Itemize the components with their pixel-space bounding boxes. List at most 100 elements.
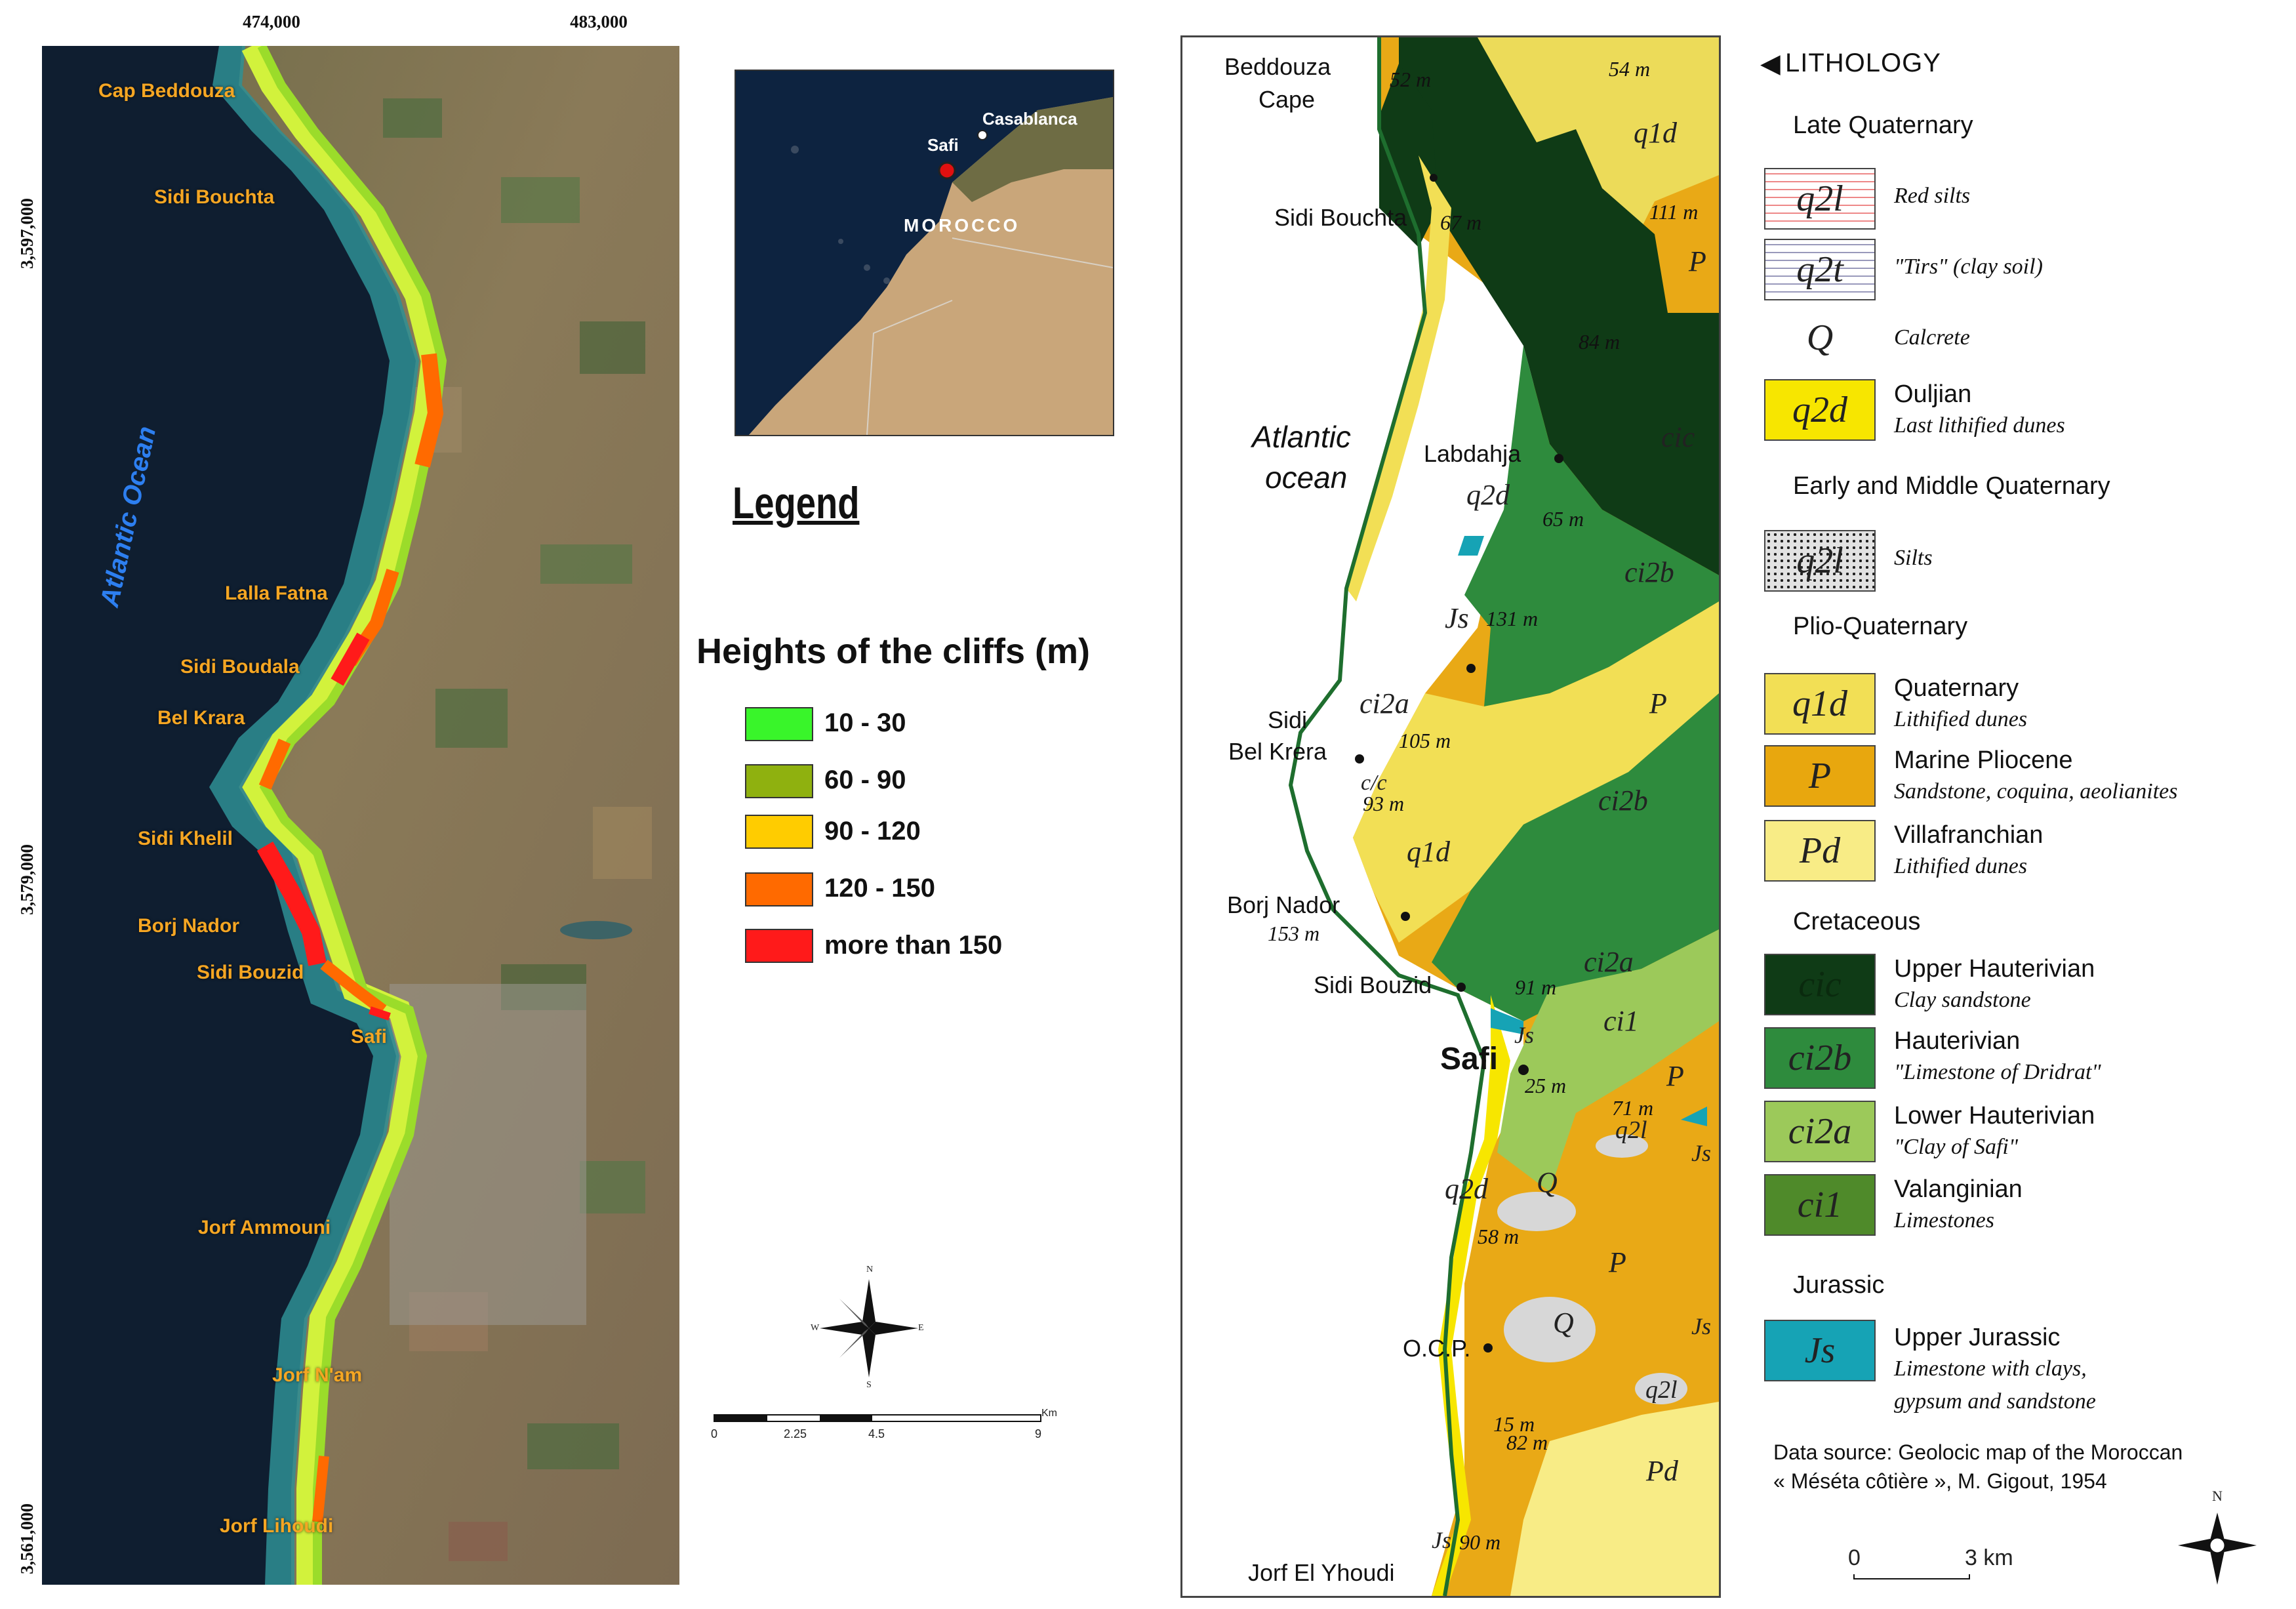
- place-sidi-bouchta: Sidi Bouchta: [154, 186, 275, 208]
- coord-y-3561000: 3,561,000: [17, 1503, 37, 1574]
- geo-code-q1d-mid: q1d: [1407, 836, 1450, 868]
- lith-sub-villafranchian: Lithified dunes: [1894, 854, 2028, 878]
- lith-title-valanginian: Valanginian: [1894, 1175, 2023, 1203]
- legend-swatch-10-30: [745, 707, 813, 741]
- lith-box-ci2b: ci2b: [1764, 1027, 1876, 1089]
- lith-sub-hauterivian: "Limestone of Dridrat": [1894, 1060, 2101, 1084]
- scale-tick-225: 2.25: [784, 1427, 807, 1440]
- legend-swatch-more-150: [745, 929, 813, 963]
- geo-code-js-bottom: Js: [1432, 1527, 1451, 1553]
- geo-code-cic-small: c/c: [1361, 771, 1387, 795]
- lith-title-hauterivian: Hauterivian: [1894, 1027, 2021, 1055]
- geo-height-borj-nador: 153 m: [1268, 922, 1320, 945]
- lith-sub-tirs: "Tirs" (clay soil): [1894, 255, 2043, 279]
- geological-map-image: [1182, 37, 1719, 1596]
- lith-sub-calcrete: Calcrete: [1894, 325, 1970, 350]
- legend-label-more-150: more than 150: [824, 931, 1003, 960]
- legend-title: Legend: [733, 478, 860, 528]
- geo-code-ci2b-lower: ci2b: [1598, 784, 1648, 817]
- lith-title-ouljian: Ouljian: [1894, 380, 1972, 408]
- geo-place-safi: Safi: [1440, 1042, 1499, 1076]
- legend-label-120-150: 120 - 150: [824, 874, 936, 903]
- lithology-scale-label: 3 km: [1965, 1545, 2013, 1570]
- geo-code-cic: cic: [1661, 421, 1695, 453]
- coord-x-474000: 474,000: [243, 12, 300, 31]
- lith-box-q2d: q2d: [1764, 379, 1876, 441]
- geo-height-58: 58 m: [1478, 1225, 1520, 1248]
- geo-ocean-ocean: ocean: [1265, 460, 1348, 495]
- place-safi: Safi: [351, 1026, 388, 1048]
- lith-sub-red-silts: Red silts: [1894, 184, 1971, 208]
- lith-box-silts: q2l: [1764, 530, 1876, 592]
- geo-code-q2l-upper: q2l: [1615, 1116, 1647, 1144]
- inset-label-casablanca: Casablanca: [982, 109, 1078, 129]
- lith-sub-valanginian: Limestones: [1894, 1208, 1994, 1232]
- lith-title-villafranchian: Villafranchian: [1894, 821, 2044, 849]
- lith-title-upper-jurassic: Upper Jurassic: [1894, 1324, 2061, 1351]
- lith-box-js: Js: [1764, 1320, 1876, 1381]
- compass-rose-icon: [820, 1279, 918, 1377]
- compass-e: E: [918, 1323, 924, 1333]
- lith-box-q2t: q2t: [1764, 239, 1876, 300]
- geo-code-pd: Pd: [1646, 1455, 1678, 1487]
- place-borj-nador: Borj Nador: [138, 915, 240, 937]
- legend-label-60-90: 60 - 90: [824, 765, 906, 794]
- coord-y-3597000: 3,597,000: [17, 198, 37, 269]
- place-jorf-ammouni: Jorf Ammouni: [198, 1217, 331, 1238]
- place-lalla-fatna: Lalla Fatna: [225, 582, 328, 604]
- geo-code-q-upper: Q: [1537, 1166, 1558, 1198]
- geo-height-84: 84 m: [1579, 330, 1621, 354]
- geo-code-q2d-mid: q2d: [1466, 479, 1510, 511]
- geo-height-82: 82 m: [1506, 1431, 1548, 1454]
- lith-sub-silts: Silts: [1894, 546, 1933, 570]
- lithology-scale-zero: 0: [1848, 1545, 1861, 1570]
- geo-place-labdahja: Labdahja: [1424, 440, 1521, 467]
- compass-w: W: [811, 1323, 820, 1333]
- geo-place-cape: Cape: [1259, 86, 1316, 113]
- lith-box-ci1: ci1: [1764, 1174, 1876, 1236]
- place-bel-krara: Bel Krara: [157, 707, 245, 729]
- geo-code-js-right: Js: [1691, 1140, 1711, 1166]
- lith-box-q1d: q1d: [1764, 673, 1876, 735]
- lith-title-quaternary: Quaternary: [1894, 674, 2019, 702]
- legend-subtitle: Heights of the cliffs (m): [696, 632, 1091, 671]
- coord-x-483000: 483,000: [570, 12, 628, 31]
- lith-sub-upper-jurassic-2: gypsum and sandstone: [1894, 1389, 2096, 1414]
- compass-n: N: [866, 1265, 874, 1274]
- legend-swatch-60-90: [745, 764, 813, 798]
- geo-place-bel-krera: Bel Krera: [1228, 738, 1327, 765]
- inset-label-safi: Safi: [927, 135, 959, 155]
- geo-code-js-south: Js: [1691, 1313, 1711, 1339]
- geo-height-93: 93 m: [1363, 792, 1405, 815]
- geo-place-jorf-el-yhoudi: Jorf El Yhoudi: [1248, 1559, 1395, 1586]
- group-early-middle-quaternary: Early and Middle Quaternary: [1793, 472, 2110, 500]
- geo-place-sidi: Sidi: [1268, 706, 1308, 733]
- geo-height-15: 15 m: [1493, 1412, 1535, 1436]
- lith-sub-quaternary: Lithified dunes: [1894, 707, 2028, 731]
- group-cretaceous: Cretaceous: [1793, 908, 1921, 935]
- geo-code-q2l-lower: q2l: [1645, 1376, 1678, 1404]
- geo-code-p-top: P: [1689, 245, 1706, 277]
- lith-box-calcrete: Q: [1764, 307, 1876, 369]
- lith-box-ci2a: ci2a: [1764, 1101, 1876, 1162]
- geo-height-90: 90 m: [1459, 1530, 1501, 1554]
- geo-code-ci1: ci1: [1603, 1005, 1639, 1037]
- geo-code-q1d-top: q1d: [1634, 117, 1677, 149]
- place-sidi-boudala: Sidi Boudala: [180, 656, 300, 678]
- place-jorf-lihoudi: Jorf Lihoudi: [220, 1515, 334, 1537]
- geo-code-ci2a-upper: ci2a: [1359, 687, 1409, 720]
- place-sidi-bouzid: Sidi Bouzid: [197, 962, 304, 983]
- lith-box-q2l-red: q2l: [1764, 168, 1876, 230]
- legend-label-90-120: 90 - 120: [824, 817, 921, 845]
- lith-title-upper-hauterivian: Upper Hauterivian: [1894, 955, 2095, 983]
- satellite-image: [42, 46, 679, 1585]
- geo-code-p-mid: P: [1649, 687, 1667, 720]
- group-jurassic: Jurassic: [1793, 1271, 1885, 1299]
- lith-box-cic: cic: [1764, 954, 1876, 1015]
- geological-map: Beddouza Cape Sidi Bouchta Labdahja Sidi…: [1180, 35, 1721, 1598]
- geo-height-91: 91 m: [1515, 975, 1557, 999]
- lithology-scale-bar: [1853, 1574, 1970, 1579]
- lith-sub-lower-hauterivian: "Clay of Safi": [1894, 1135, 2019, 1159]
- geo-place-sidi-bouzid: Sidi Bouzid: [1314, 971, 1432, 998]
- lith-title-marine-pliocene: Marine Pliocene: [1894, 746, 2073, 774]
